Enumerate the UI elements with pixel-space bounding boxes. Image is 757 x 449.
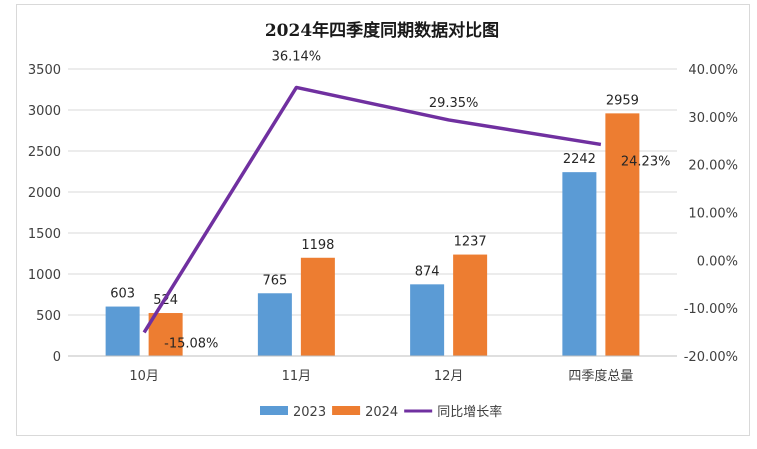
bar-data-label: 1198 — [301, 238, 334, 253]
legend-label: 2023 — [293, 405, 326, 420]
bar-data-label: 874 — [415, 264, 440, 279]
legend-swatch-2024 — [332, 406, 361, 415]
legend-swatch-2023 — [260, 406, 288, 415]
bar-2024 — [605, 113, 640, 356]
right-axis: -20.00% -10.00% 0.00% 10.00% 20.00% 30.00% 40.… — [684, 63, 738, 365]
bar-data-label: 1237 — [454, 235, 487, 250]
legend-label: 同比增长率 — [437, 404, 502, 420]
right-tick-label: 0.00% — [697, 254, 738, 269]
left-tick-label: 1500 — [28, 227, 61, 242]
right-tick-label: -10.00% — [684, 302, 738, 317]
x-axis: 10月 11月 12月 四季度总量 — [68, 355, 677, 384]
bar-data-label: 765 — [262, 273, 287, 288]
x-tick-label: 12月 — [434, 369, 464, 384]
right-tick-label: 10.00% — [688, 207, 738, 222]
bar-data-label: 2959 — [606, 93, 639, 108]
left-tick-label: 500 — [36, 309, 61, 324]
bar-2023 — [105, 306, 140, 356]
bar-2023 — [562, 172, 597, 356]
right-tick-label: 40.00% — [688, 63, 738, 78]
right-tick-label: -20.00% — [684, 350, 738, 365]
legend: 2023 2024 同比增长率 — [260, 404, 502, 420]
growth-line — [142, 85, 602, 334]
bar-data-label: 2242 — [563, 152, 596, 167]
left-tick-label: 3500 — [28, 63, 61, 78]
growth-line-series: -15.08% 36.14% 29.35% 24.23% — [142, 49, 671, 351]
left-tick-label: 2500 — [28, 145, 61, 160]
legend-label: 2024 — [365, 405, 398, 420]
right-tick-label: 20.00% — [688, 159, 738, 174]
x-tick-label: 四季度总量 — [568, 368, 633, 384]
bar-2023 — [410, 284, 445, 356]
left-tick-label: 0 — [53, 350, 61, 365]
bar-2024 — [453, 254, 488, 356]
x-tick-label: 11月 — [282, 369, 312, 384]
bar-2024 — [300, 257, 335, 356]
bar-2023 — [257, 293, 292, 356]
left-tick-label: 3000 — [28, 104, 61, 119]
bar-data-label: 603 — [110, 287, 135, 302]
chart-title: 2024年四季度同期数据对比图 — [265, 20, 499, 41]
line-data-label: -15.08% — [164, 336, 218, 351]
left-axis: 0 500 1000 1500 2000 2500 3000 3500 — [28, 63, 61, 365]
line-data-label: 36.14% — [272, 49, 322, 64]
x-tick-label: 10月 — [129, 369, 159, 384]
right-tick-label: 30.00% — [688, 111, 738, 126]
bar-2024 — [148, 313, 183, 356]
left-tick-label: 2000 — [28, 186, 61, 201]
line-data-label: 24.23% — [621, 154, 671, 169]
left-tick-label: 1000 — [28, 268, 61, 283]
line-data-label: 29.35% — [429, 96, 479, 111]
